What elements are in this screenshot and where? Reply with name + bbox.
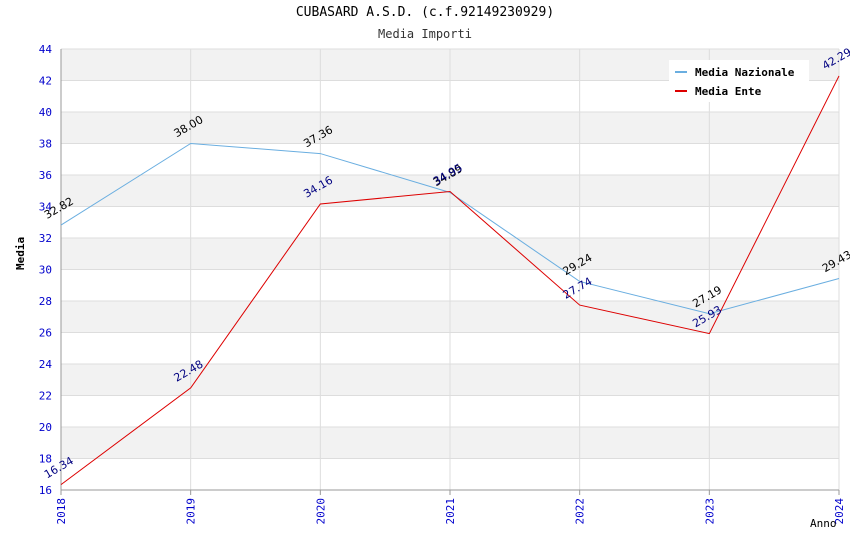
- series-line-media-nazionale: [60, 142, 840, 315]
- y-axis-title: Media: [14, 236, 27, 270]
- legend-item-media-nazionale: Media Nazionale: [675, 65, 794, 79]
- y-tick-label: 26: [39, 327, 52, 340]
- y-tick-label: 28: [39, 295, 52, 308]
- y-tick-label: 32: [39, 232, 52, 245]
- x-axis-title: Anno: [810, 517, 837, 530]
- y-tick-label: 44: [39, 43, 53, 56]
- legend-label-media-ente: Media Ente: [695, 84, 762, 98]
- legend-swatch-media-nazionale: [675, 71, 687, 73]
- y-tick-label: 16: [39, 484, 52, 497]
- x-tick-label: 2022: [574, 498, 587, 525]
- y-tick-label: 20: [39, 421, 52, 434]
- y-tick-label: 34: [39, 201, 53, 214]
- chart-title: CUBASARD A.S.D. (c.f.92149230929): [295, 5, 555, 20]
- y-tick-label: 22: [39, 390, 52, 403]
- x-tick-label: 2023: [703, 498, 716, 525]
- x-tick-label: 2018: [55, 498, 68, 525]
- series-line-media-ente: [60, 75, 840, 486]
- data-label: 27.74: [561, 275, 595, 302]
- x-tick-label: 2019: [185, 498, 198, 525]
- legend-item-media-ente: Media Ente: [675, 84, 761, 98]
- legend-label-media-nazionale: Media Nazionale: [695, 65, 795, 79]
- y-tick-label: 30: [39, 264, 52, 277]
- x-tick-label: 2024: [833, 498, 846, 525]
- chart-subtitle: Media Importi: [378, 27, 472, 41]
- legend: Media Nazionale Media Ente: [669, 60, 809, 102]
- y-tick-label: 18: [39, 453, 52, 466]
- y-tick-label: 24: [39, 358, 53, 371]
- y-tick-label: 40: [39, 106, 52, 119]
- x-tick-label: 2020: [314, 498, 327, 525]
- legend-swatch-media-ente: [675, 90, 687, 92]
- y-tick-label: 36: [39, 169, 52, 182]
- y-tick-label: 42: [39, 75, 52, 88]
- y-tick-label: 38: [39, 138, 52, 151]
- x-tick-label: 2021: [444, 498, 457, 525]
- data-label: 32.82: [42, 195, 76, 222]
